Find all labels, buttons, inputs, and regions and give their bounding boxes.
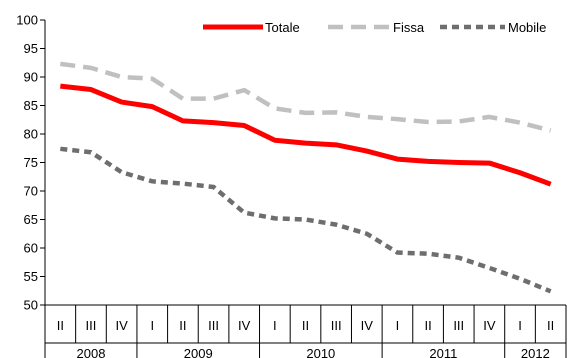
legend-label-mobile: Mobile xyxy=(508,20,546,35)
y-tick-label: 80 xyxy=(24,127,38,142)
series-line-totale xyxy=(60,83,552,187)
x-tick-label: II xyxy=(57,318,64,333)
series-layer xyxy=(60,61,552,294)
x-tick-label: IV xyxy=(115,318,128,333)
legend-label-fissa: Fissa xyxy=(393,20,425,35)
x-tick-label: I xyxy=(396,318,400,333)
year-label: 2010 xyxy=(306,346,335,358)
x-tick-label: III xyxy=(208,318,219,333)
y-tick-label: 55 xyxy=(24,269,38,284)
year-label: 2012 xyxy=(521,346,550,358)
y-tick-label: 85 xyxy=(24,98,38,113)
x-tick-label: IV xyxy=(238,318,251,333)
y-axis: 50 55 60 65 70 75 80 85 90 95 100 xyxy=(16,13,46,313)
x-tick-label: II xyxy=(302,318,309,333)
legend-label-totale: Totale xyxy=(265,20,300,35)
x-tick-label: III xyxy=(331,318,342,333)
y-tick-label: 60 xyxy=(24,241,38,256)
x-tick-label: III xyxy=(453,318,464,333)
x-tick-label: III xyxy=(86,318,97,333)
x-tick-label: II xyxy=(547,318,554,333)
x-tick-label: II xyxy=(179,318,186,333)
year-label: 2011 xyxy=(429,346,457,358)
y-tick-label: 65 xyxy=(24,212,38,227)
x-tick-label: I xyxy=(150,318,154,333)
y-tick-label: 100 xyxy=(16,13,38,28)
x-tick-label: IV xyxy=(483,318,496,333)
year-label: 2009 xyxy=(184,346,213,358)
y-tick-label: 75 xyxy=(24,155,38,170)
legend: Totale Fissa Mobile xyxy=(203,20,546,35)
series-line-mobile xyxy=(60,146,552,294)
x-tick-label: II xyxy=(424,318,431,333)
x-tick-label: I xyxy=(273,318,277,333)
y-tick-label: 90 xyxy=(24,70,38,85)
y-tick-label: 50 xyxy=(24,298,38,313)
x-tick-label: IV xyxy=(361,318,374,333)
year-label: 2008 xyxy=(77,346,106,358)
y-tick-label: 70 xyxy=(24,184,38,199)
y-tick-label: 95 xyxy=(24,41,38,56)
x-tick-label: I xyxy=(518,318,522,333)
series-line-fissa xyxy=(60,61,552,133)
